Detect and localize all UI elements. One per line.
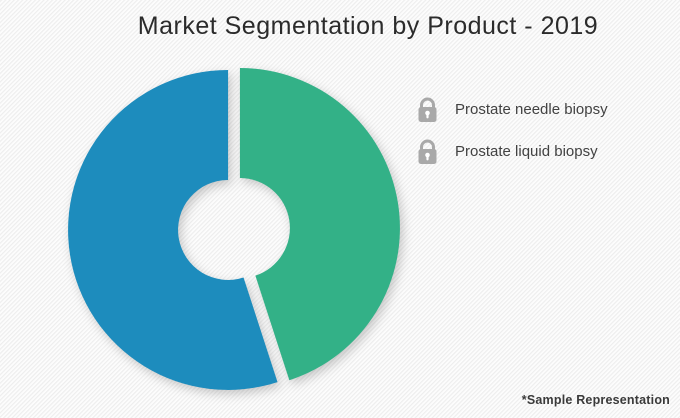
legend-item-liquid-biopsy: Prostate liquid biopsy [417, 138, 608, 165]
lock-icon [418, 97, 437, 122]
chart-legend: Prostate needle biopsy Prostate liquid b… [417, 96, 608, 180]
legend-label-needle-biopsy: Prostate needle biopsy [455, 101, 608, 118]
donut-chart [64, 59, 404, 399]
sample-representation-note: *Sample Representation [521, 393, 670, 407]
chart-title: Market Segmentation by Product - 2019 [137, 12, 599, 40]
legend-item-needle-biopsy: Prostate needle biopsy [417, 96, 608, 123]
pie-slice-0[interactable] [239, 68, 400, 381]
lock-icon [418, 139, 437, 164]
donut-chart-svg [68, 68, 400, 390]
donut-slices [68, 68, 400, 390]
legend-label-liquid-biopsy: Prostate liquid biopsy [455, 143, 598, 160]
pie-slice-1[interactable] [68, 69, 278, 390]
